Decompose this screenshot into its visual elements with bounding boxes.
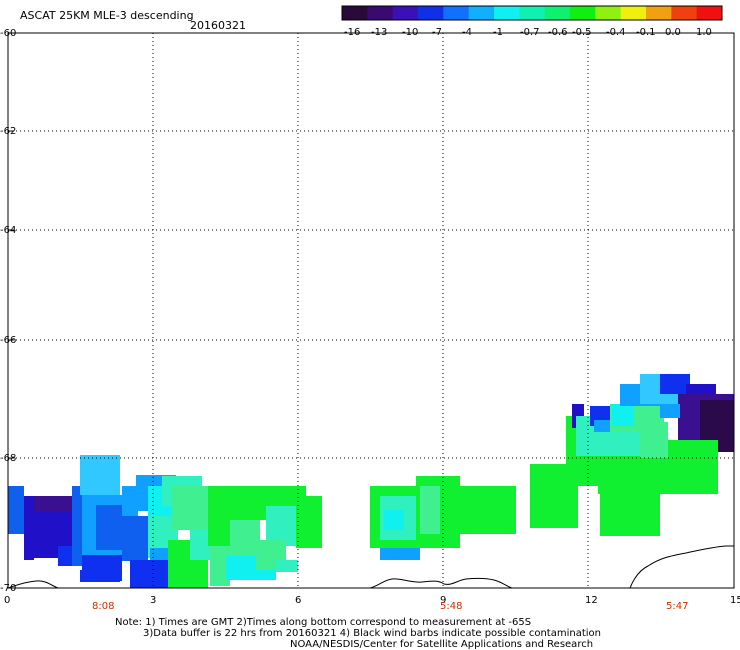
wind-cell — [296, 496, 322, 548]
longitude-label: 9 — [440, 595, 446, 606]
wind-cell — [172, 486, 212, 530]
plot-frame — [7, 32, 735, 589]
latitude-labels: -60-62-64-66-68-70 — [0, 28, 16, 594]
wind-cell — [420, 486, 440, 534]
wind-cell — [384, 510, 404, 530]
coastline — [7, 545, 734, 589]
colorbar — [341, 5, 723, 21]
colorbar-swatch — [646, 6, 672, 20]
colorbar-frame — [341, 5, 723, 21]
longitude-label: 0 — [4, 595, 10, 606]
time-label: 5:48 — [440, 601, 462, 612]
wind-cell — [584, 432, 644, 456]
colorbar-swatch — [367, 6, 394, 20]
colorbar-swatch — [342, 6, 368, 20]
note-line-2: 3)Data buffer is 22 hrs from 20160321 4)… — [143, 628, 601, 639]
wind-cell — [122, 486, 138, 516]
longitude-label: 3 — [150, 595, 156, 606]
wind-cell — [266, 506, 296, 546]
colorbar-swatch — [544, 6, 571, 20]
map-grid — [8, 33, 734, 588]
colorbar-swatch — [671, 6, 698, 20]
wind-cell — [80, 455, 120, 495]
wind-cell — [190, 530, 210, 560]
wind-cell — [460, 486, 516, 534]
time-label: 8:08 — [92, 601, 114, 612]
wind-cell — [34, 496, 72, 512]
colorbar-swatch — [418, 6, 444, 20]
wind-cell — [150, 548, 172, 560]
longitude-label: 12 — [585, 595, 598, 606]
wind-cell — [276, 560, 298, 572]
wind-cell — [122, 516, 148, 561]
wind-cell — [24, 496, 34, 560]
colorbar-swatch — [392, 6, 419, 20]
longitude-label: 6 — [295, 595, 301, 606]
wind-cell — [668, 440, 718, 494]
wind-cell — [230, 486, 266, 520]
map-date: 20160321 — [190, 19, 246, 32]
colorbar-swatch — [620, 6, 647, 20]
colorbar-swatch — [570, 6, 596, 20]
colorbar-swatch — [468, 6, 495, 20]
wind-cell — [594, 420, 614, 434]
colorbar-swatch — [595, 6, 622, 20]
note-line-1: Note: 1) Times are GMT 2)Times along bot… — [115, 617, 532, 628]
time-label: 5:47 — [666, 601, 688, 612]
colorbar-swatch — [443, 6, 470, 20]
wind-cell — [210, 546, 230, 586]
wind-cell — [600, 494, 660, 536]
colorbar-swatch — [696, 6, 723, 20]
wind-cell — [230, 520, 260, 560]
wind-cell — [130, 560, 170, 588]
wind-cell — [660, 404, 680, 418]
longitude-labels: 0 3 6 9 12 15 — [4, 595, 740, 606]
wind-cell — [72, 486, 82, 566]
longitude-label: 15 — [730, 595, 740, 606]
wind-cell — [380, 548, 420, 560]
colorbar-swatch — [494, 6, 520, 20]
wind-cell — [540, 486, 578, 528]
colorbar-swatch — [519, 6, 546, 20]
time-labels: 8:08 5:48 5:47 — [92, 601, 688, 612]
note-line-3: NOAA/NESDIS/Center for Satellite Applica… — [290, 639, 594, 650]
wind-cell — [80, 570, 120, 582]
map-title: ASCAT 25KM MLE-3 descending — [20, 9, 194, 22]
wind-cell — [612, 404, 634, 426]
wind-cell — [640, 422, 668, 458]
wind-cell — [660, 374, 690, 394]
wind-cell — [8, 486, 24, 534]
wind-data-cells — [8, 374, 734, 588]
